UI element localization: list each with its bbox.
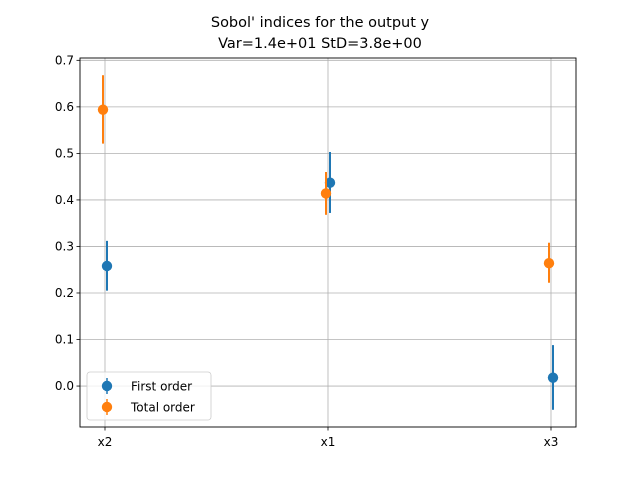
y-tick-label: 0.7 xyxy=(55,53,74,67)
data-point xyxy=(101,260,113,272)
data-point xyxy=(324,177,336,188)
y-tick-label: 0.4 xyxy=(55,193,74,207)
y-tick-label: 0.1 xyxy=(55,333,74,347)
x-tick-label: x2 xyxy=(98,435,113,449)
legend-label: Total order xyxy=(130,401,195,415)
chart-subtitle: Var=1.4e+01 StD=3.8e+00 xyxy=(218,36,422,52)
y-tick-label: 0.5 xyxy=(55,146,74,160)
grid xyxy=(80,58,576,427)
legend-box xyxy=(86,371,212,421)
legend-marker xyxy=(101,401,113,413)
data-point xyxy=(543,258,555,269)
x-tick-label: x3 xyxy=(544,435,559,449)
chart-title: Sobol' indices for the output y xyxy=(211,15,430,31)
y-tick-label: 0.3 xyxy=(55,239,74,253)
data-marks xyxy=(97,75,559,410)
legend-label: First order xyxy=(131,380,192,394)
legend-marker xyxy=(101,380,113,392)
y-tick-label: 0.2 xyxy=(55,286,74,300)
axes: 0.0 0.1 0.2 0.3 0.4 0.5 0.6 0.7 x2 x1 x3 xyxy=(55,53,558,449)
y-tick-label: 0.6 xyxy=(55,100,74,114)
legend: First order Total order xyxy=(86,371,212,421)
data-point xyxy=(547,372,559,383)
y-tick-label: 0.0 xyxy=(55,379,74,393)
x-tick-label: x1 xyxy=(321,435,336,449)
data-point xyxy=(320,188,332,199)
data-point xyxy=(97,104,109,115)
